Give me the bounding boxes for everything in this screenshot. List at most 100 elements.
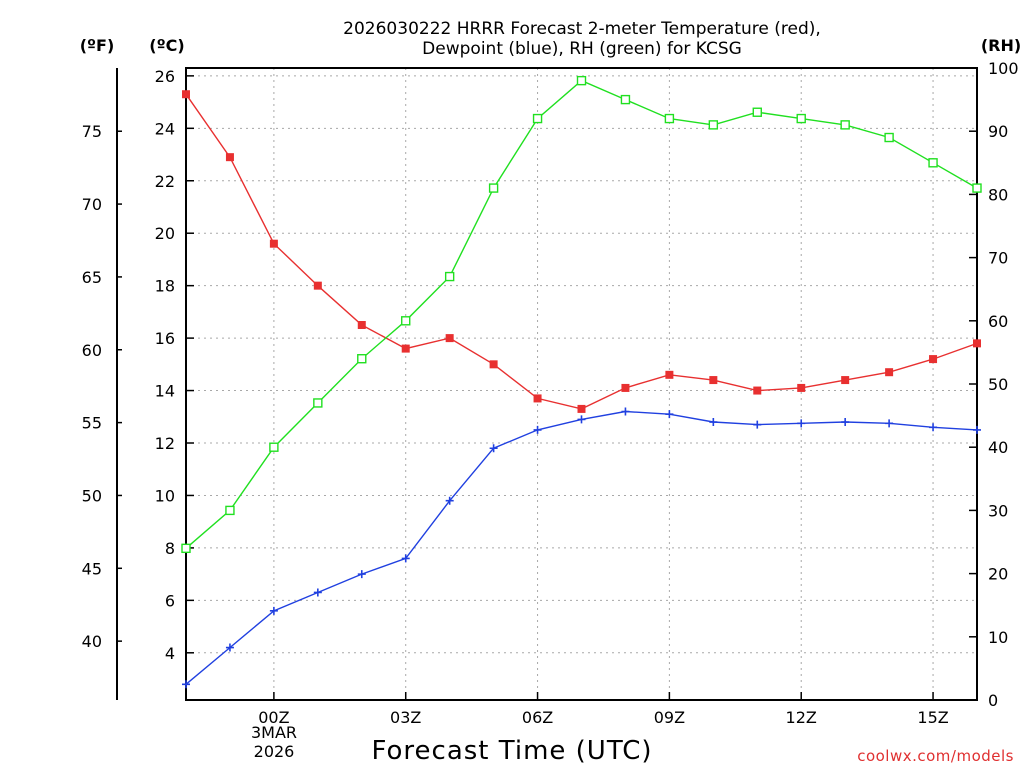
rh-tick-label: 70	[988, 249, 1008, 268]
dewpoint-point	[797, 419, 806, 428]
dewpoint-point	[357, 570, 366, 579]
rh-point	[269, 442, 279, 452]
rh-point	[488, 183, 499, 193]
fahrenheit-tick-label: 40	[82, 632, 102, 651]
celsius-unit-label: (ºC)	[149, 36, 184, 55]
rh-point	[884, 132, 894, 143]
dewpoint-point	[885, 419, 894, 428]
rh-point	[313, 398, 323, 408]
dewpoint-point	[753, 420, 762, 429]
dewpoint-point	[225, 643, 234, 652]
rh-point	[708, 120, 719, 130]
rh-tick-label: 80	[988, 185, 1008, 204]
temperature-point	[313, 281, 322, 290]
rh-point	[225, 505, 235, 516]
rh-tick-label: 90	[988, 122, 1008, 141]
rh-tick-label: 60	[988, 312, 1008, 331]
dewpoint-point	[445, 496, 454, 505]
chart-title-line-1: 2026030222 HRRR Forecast 2-meter Tempera…	[343, 19, 821, 39]
celsius-tick-label: 22	[155, 172, 175, 191]
dewpoint-point	[269, 606, 278, 615]
temperature-point	[182, 90, 190, 99]
temperature-point	[929, 355, 938, 364]
rh-line	[185, 79, 978, 549]
fahrenheit-tick-label: 75	[82, 122, 102, 141]
dewpoint-point	[577, 415, 586, 424]
celsius-tick-label: 26	[155, 67, 175, 86]
x-tick-label: 15Z	[917, 708, 948, 727]
celsius-tick-label: 8	[165, 539, 175, 558]
celsius-tick-label: 10	[155, 486, 175, 505]
credit-link: coolwx.com/models	[857, 747, 1014, 765]
celsius-tick-label: 6	[165, 591, 175, 610]
rh-point	[181, 543, 191, 554]
x-axis-title: Forecast Time (UTC)	[371, 736, 652, 766]
dewpoint-point	[929, 423, 938, 432]
celsius-tick-label: 18	[155, 277, 175, 296]
rh-tick-label: 40	[988, 438, 1008, 457]
rh-tick-label: 20	[988, 565, 1008, 584]
rh-point	[576, 75, 587, 86]
rh-tick-label: 10	[988, 628, 1008, 647]
x-tick-label: 06Z	[522, 708, 553, 727]
temperature-point	[445, 334, 454, 343]
temperature-point	[973, 339, 981, 348]
temperature-point	[269, 239, 278, 248]
temperature-point	[401, 344, 410, 353]
rh-point	[752, 107, 762, 117]
grid	[186, 68, 977, 700]
rh-point	[444, 271, 455, 282]
temperature-point	[533, 394, 542, 403]
celsius-tick-label: 16	[155, 329, 175, 348]
temperature-point	[841, 376, 850, 385]
temperature-point	[489, 360, 498, 369]
rh-point	[840, 120, 850, 130]
dewpoint-point	[182, 680, 190, 689]
date-label-year: 2026	[254, 742, 295, 761]
x-tick-label: 09Z	[654, 708, 685, 727]
dewpoint-point	[313, 588, 322, 597]
celsius-tick-label: 4	[165, 644, 175, 663]
fahrenheit-tick-label: 50	[82, 486, 102, 505]
rh-tick-label: 30	[988, 501, 1008, 520]
celsius-tick-label: 12	[155, 434, 175, 453]
rh-point	[664, 113, 675, 124]
chart-title: 2026030222 HRRR Forecast 2-meter Tempera…	[343, 19, 821, 59]
fahrenheit-tick-label: 55	[82, 414, 102, 433]
temperature-point	[797, 383, 806, 392]
series-temperature	[182, 90, 981, 413]
x-tick-label: 12Z	[786, 708, 817, 727]
fahrenheit-tick-label: 70	[82, 195, 102, 214]
plot-frame	[185, 67, 978, 701]
temperature-point	[885, 368, 894, 377]
dewpoint-point	[401, 554, 410, 563]
rh-tick-label: 100	[988, 59, 1019, 78]
temperature-point	[577, 404, 586, 413]
rh-point	[401, 316, 411, 326]
rh-point	[972, 183, 982, 193]
fahrenheit-unit-label: (ºF)	[80, 36, 115, 55]
series-rh	[181, 75, 982, 554]
fahrenheit-tick-label: 60	[82, 341, 102, 360]
axes: 4 6 8 10 12 14 16 18 20 22 24 26 40 45 50 55 60 65 70 75 0 10…	[82, 59, 1019, 727]
celsius-tick-label: 14	[155, 382, 175, 401]
rh-point	[357, 354, 367, 364]
x-tick-label: 00Z	[258, 708, 289, 727]
dewpoint-point	[841, 418, 850, 427]
temperature-point	[753, 386, 762, 395]
temperature-line	[185, 93, 978, 410]
dewpoint-point	[533, 425, 542, 434]
rh-tick-label: 0	[988, 691, 998, 710]
temperature-point	[357, 320, 366, 329]
x-tick-label: 03Z	[390, 708, 421, 727]
rh-unit-label: (RH)	[981, 36, 1021, 55]
temperature-point	[621, 383, 630, 392]
temperature-point	[225, 153, 234, 162]
dewpoint-point	[973, 425, 981, 434]
rh-point	[796, 113, 806, 124]
celsius-tick-label: 24	[155, 119, 175, 138]
temperature-point	[665, 370, 674, 379]
series-dewpoint	[182, 407, 981, 689]
series	[181, 75, 982, 689]
